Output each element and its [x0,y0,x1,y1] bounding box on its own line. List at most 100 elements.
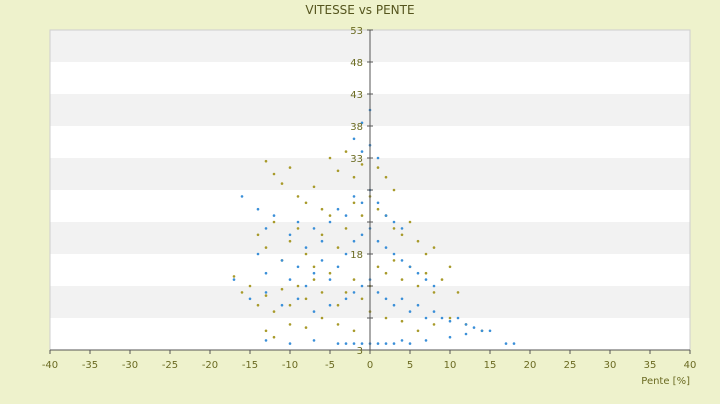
data-point-blue [464,323,468,326]
data-point-blue [264,339,268,342]
data-point-olive [288,323,292,326]
data-point-blue [392,252,396,256]
data-point-olive [320,207,324,211]
data-point-blue [384,246,388,249]
data-point-olive [376,166,380,169]
data-point-blue [376,291,380,294]
data-point-olive [256,233,260,237]
data-point-olive [344,291,348,294]
data-point-olive [280,182,284,185]
x-tick-label: 15 [484,360,497,371]
data-point-blue [320,239,324,243]
data-point-blue [328,278,332,281]
data-point-blue [344,252,348,256]
data-point-blue [360,233,364,237]
data-point-blue [352,195,356,198]
data-point-blue [392,220,396,224]
data-point-blue [384,214,388,217]
x-axis-label: Pente [%] [641,376,690,387]
data-point-blue [264,271,268,275]
data-point-olive [296,195,300,198]
x-tick-label: -40 [42,360,58,371]
y-tick-label: 3 [357,346,363,357]
data-point-olive [376,265,380,269]
data-point-olive [272,172,276,176]
data-point-olive [328,214,332,217]
data-point-olive [336,303,340,307]
x-tick-label: -20 [202,360,218,371]
data-point-blue [408,265,412,269]
data-point-blue [392,303,396,307]
data-point-blue [296,297,300,301]
data-point-blue [424,316,428,320]
data-point-olive [344,227,348,230]
data-point-olive [288,239,292,243]
data-point-blue [344,297,348,301]
data-point-blue [408,342,412,345]
data-point-olive [352,329,356,333]
data-point-olive [416,284,420,288]
data-point-olive [288,303,292,307]
data-point-olive [352,278,356,281]
x-tick-label: 0 [367,360,373,371]
data-point-blue [384,297,388,301]
data-point-olive [360,297,364,301]
data-point-blue [400,259,404,262]
data-point-olive [432,323,436,326]
y-tick-label: 33 [350,154,363,165]
data-point-blue [312,339,316,342]
data-point-olive [328,271,332,275]
data-point-blue [400,339,404,342]
data-point-olive [424,271,428,275]
data-point-olive [312,278,316,281]
data-point-olive [280,287,284,291]
data-point-blue [256,207,260,211]
data-point-olive [232,275,236,278]
y-tick-label: 43 [350,90,363,101]
data-point-blue [376,156,380,160]
data-point-blue [336,342,340,345]
data-point-blue [264,291,268,294]
data-point-olive [288,166,292,169]
data-point-blue [432,284,436,288]
data-point-blue [336,265,340,269]
data-point-blue [304,284,308,288]
data-point-olive [256,303,260,307]
points-layer [232,108,516,345]
data-point-olive [296,284,300,288]
x-tick-label: -5 [325,360,335,371]
data-point-olive [304,252,308,256]
data-point-olive [432,291,436,294]
data-point-blue [360,201,364,205]
y-tick-label: 18 [350,250,363,261]
data-point-blue [296,265,300,269]
data-point-olive [384,316,388,320]
data-point-olive [384,175,388,179]
data-point-blue [352,342,356,345]
data-point-blue [400,297,404,301]
data-point-blue [376,342,380,345]
data-point-blue [240,195,244,198]
data-point-blue [448,335,452,339]
data-point-blue [352,137,356,141]
data-point-olive [304,201,308,205]
data-point-blue [328,220,332,224]
data-point-blue [232,278,236,281]
data-point-olive [320,291,324,294]
data-point-blue [424,339,428,342]
data-point-blue [376,239,380,243]
data-point-blue [472,326,476,329]
data-point-blue [464,332,468,336]
x-tick-label: -25 [162,360,178,371]
data-point-blue [272,214,276,217]
data-point-olive [336,323,340,326]
data-point-blue [352,291,356,294]
x-axis: -40 -35 -30 -25 -20 -15 -10 -5 0 5 10 15 20 25 30 35 40 [42,349,696,371]
data-point-olive [320,233,324,237]
data-point-olive [416,329,420,333]
x-tick-label: 20 [524,360,537,371]
data-point-blue [344,342,348,345]
data-point-olive [272,310,276,313]
data-point-blue [280,259,284,262]
y-tick-label: 38 [350,122,363,133]
